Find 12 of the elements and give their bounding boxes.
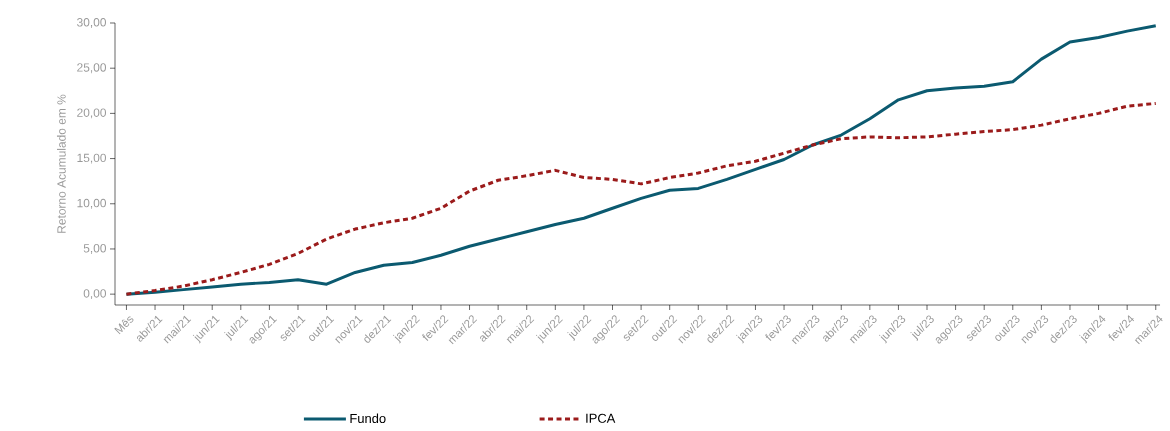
legend-label: IPCA [586, 413, 616, 423]
line-series [124, 101, 1158, 296]
y-tick-label: 25,00 [77, 63, 107, 74]
y-tick-label: 15,00 [77, 153, 107, 164]
legend-label: Fundo [350, 413, 386, 424]
y-tick-label: 30,00 [77, 18, 107, 28]
y-tick-label: 0,00 [83, 289, 107, 300]
y-tick-label: 5,00 [83, 244, 107, 254]
y-tick-label: 10,00 [77, 198, 107, 209]
x-tick-label: Mês [114, 316, 134, 335]
y-tick-label: 20,00 [77, 108, 107, 119]
y-axis-title: Retorno Acumulado em % [56, 94, 66, 233]
